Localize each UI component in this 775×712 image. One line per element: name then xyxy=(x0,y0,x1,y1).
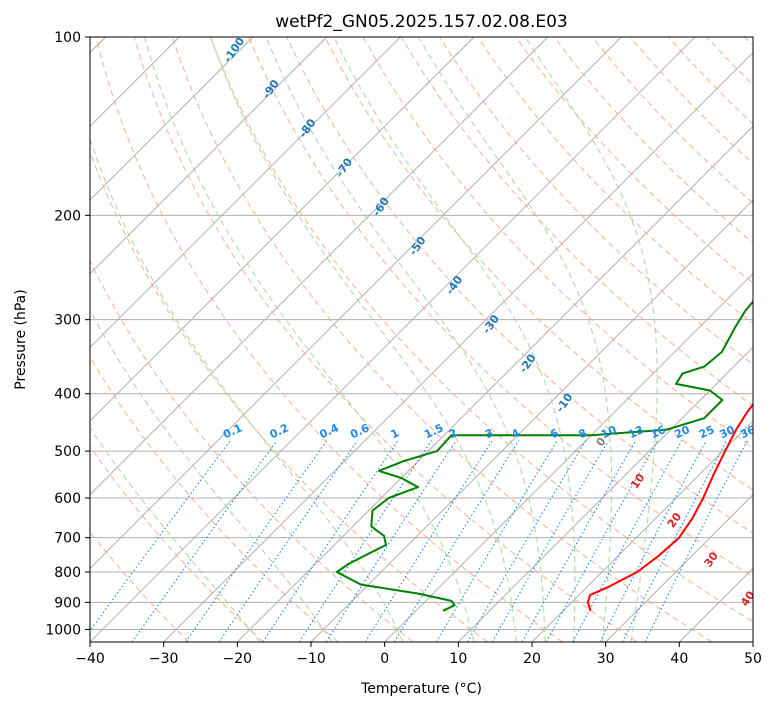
mixing-ratio-label: 0.1 xyxy=(221,421,244,441)
x-tick-label: −30 xyxy=(149,651,179,667)
dry-adiabat-line xyxy=(707,37,775,642)
y-tick-label: 800 xyxy=(54,565,81,581)
mixing-ratio-label: 36 xyxy=(738,423,758,441)
dry-adiabat-label: 20 xyxy=(665,510,685,530)
dry-adiabat-line xyxy=(96,37,562,642)
dry-adiabat-line xyxy=(478,37,775,642)
x-tick-label: 0 xyxy=(380,651,389,667)
mixing-ratio-label: 1.5 xyxy=(422,421,445,441)
mixing-ratio-label: 16 xyxy=(648,423,668,441)
dry-adiabat-label: -80 xyxy=(297,116,319,140)
x-tick-label: −20 xyxy=(223,651,253,667)
dry-adiabat-label: -20 xyxy=(517,351,539,375)
mixing-ratio-line xyxy=(132,441,277,642)
mixing-ratio-label: 4 xyxy=(509,426,522,441)
isotherm-line xyxy=(164,37,769,642)
dry-adiabat-line xyxy=(668,37,775,642)
x-axis-label: Temperature (°C) xyxy=(360,681,482,697)
background-lines xyxy=(0,37,775,642)
isotherm-line xyxy=(16,37,621,642)
mixing-ratio-line xyxy=(326,441,456,642)
dry-adiabat-label: -90 xyxy=(260,77,282,101)
y-tick-label: 100 xyxy=(54,30,81,46)
dry-adiabat-label: 10 xyxy=(628,471,648,491)
dry-adiabat-label: -30 xyxy=(480,312,502,336)
dry-adiabat-line xyxy=(134,37,637,642)
isotherm-line xyxy=(311,37,775,642)
dry-adiabat-label: -100 xyxy=(221,35,248,65)
mixing-ratio-line xyxy=(645,441,747,642)
moist-adiabat-line xyxy=(525,37,657,642)
y-tick-label: 500 xyxy=(54,444,81,460)
mixing-ratio-line xyxy=(394,441,519,642)
isotherm-line xyxy=(0,37,474,642)
mixing-ratio-line xyxy=(492,441,608,642)
mixing-ratio-line xyxy=(82,441,231,642)
y-axis-label: Pressure (hPa) xyxy=(13,289,29,389)
isotherm-line xyxy=(532,37,775,642)
moist-adiabat-line xyxy=(419,37,612,642)
y-tick-label: 200 xyxy=(54,208,81,224)
isotherm-line xyxy=(753,37,775,642)
x-tick-label: −40 xyxy=(75,651,105,667)
y-tick-label: 1000 xyxy=(45,622,81,638)
mixing-ratio-label: 0.6 xyxy=(348,421,371,441)
dry-adiabat-label: 40 xyxy=(738,589,758,609)
moist-adiabat-line xyxy=(0,37,260,642)
temperature-trace xyxy=(588,37,775,611)
isotherm-line xyxy=(679,37,775,642)
y-tick-label: 400 xyxy=(54,387,81,403)
mixing-ratio-line xyxy=(219,441,357,642)
isotherm-line xyxy=(0,37,548,642)
x-tick-label: 20 xyxy=(523,651,541,667)
dry-adiabat-label: -50 xyxy=(407,234,429,258)
mixing-ratio-label: 25 xyxy=(697,423,716,441)
mixing-ratio-label: 3 xyxy=(483,426,495,441)
moist-adiabat-line xyxy=(64,37,403,642)
moist-adiabat-line xyxy=(211,37,517,642)
dry-adiabat-line xyxy=(745,37,775,642)
isotherm-line xyxy=(0,37,253,642)
chart-title: wetPf2_GN05.2025.157.02.08.E03 xyxy=(275,12,567,32)
mixing-ratio-label: 20 xyxy=(673,423,693,441)
y-tick-label: 700 xyxy=(54,531,81,547)
dry-adiabat-line xyxy=(0,37,264,642)
dry-adiabat-line xyxy=(592,37,775,642)
dry-adiabat-label: 30 xyxy=(702,549,722,569)
moist-adiabat-line xyxy=(4,37,332,642)
x-tick-label: 50 xyxy=(744,651,762,667)
axis-ticks: −40 −30 −20 −10 0 10 20 30 40 50 100 200 300 400 500 60… xyxy=(45,30,762,667)
isotherm-line xyxy=(0,37,400,642)
y-tick-label: 900 xyxy=(54,595,81,611)
x-tick-label: 10 xyxy=(449,651,467,667)
mixing-ratio-label: 0.4 xyxy=(318,421,341,441)
mixing-ratio-label: 0.2 xyxy=(268,421,291,441)
mixing-ratio-label: 1 xyxy=(389,426,401,441)
isotherm-line xyxy=(237,37,775,642)
dry-adiabat-line xyxy=(20,37,413,642)
isotherm-line xyxy=(0,37,327,642)
y-tick-label: 300 xyxy=(54,313,81,329)
dry-adiabat-line xyxy=(0,37,338,642)
dry-adiabat-label: -10 xyxy=(553,391,575,415)
x-tick-label: 40 xyxy=(670,651,688,667)
mixing-ratio-line xyxy=(186,441,327,642)
isotherm-line xyxy=(385,37,775,642)
y-tick-label: 600 xyxy=(54,491,81,507)
x-tick-label: 30 xyxy=(597,651,615,667)
isotherm-line xyxy=(90,37,695,642)
x-tick-label: −10 xyxy=(296,651,326,667)
mixing-ratio-label: 30 xyxy=(717,423,737,441)
mixing-ratio-label: 13 xyxy=(626,423,645,441)
mixing-ratio-line xyxy=(263,441,398,642)
dry-adiabat-line xyxy=(516,37,775,642)
dry-adiabat-line xyxy=(58,37,488,642)
